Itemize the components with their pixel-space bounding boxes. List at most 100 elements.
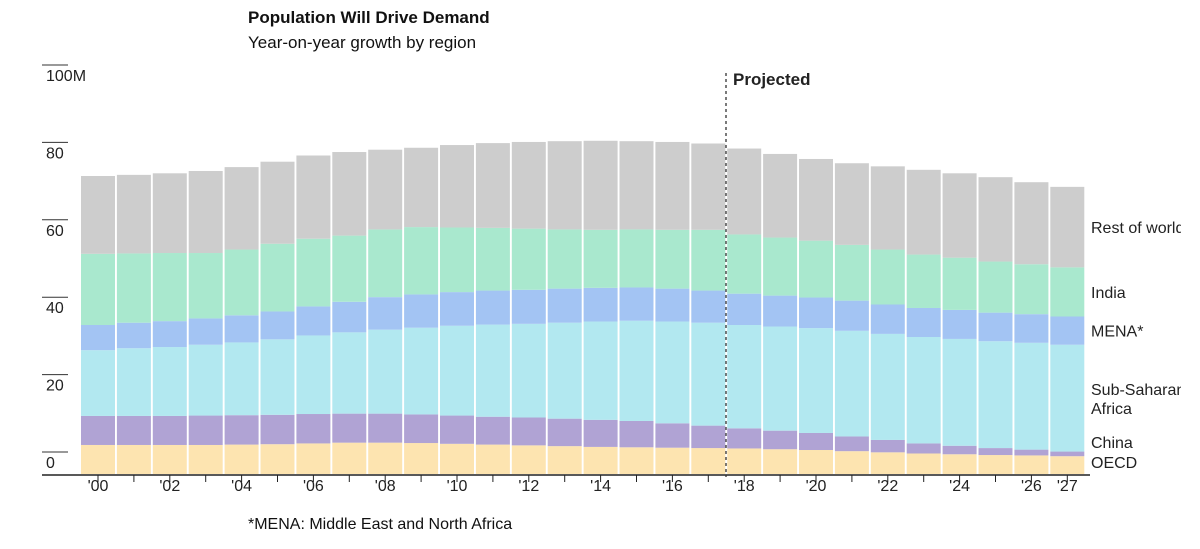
x-tick-label: '20 <box>806 478 827 495</box>
bar-segment <box>260 414 295 445</box>
y-tick-label: 80 <box>46 145 64 162</box>
projected-label: Projected <box>733 70 810 89</box>
bar-segment <box>1050 451 1085 457</box>
bar-segment <box>1014 342 1049 450</box>
y-tick-label: 0 <box>46 455 55 472</box>
bar-segment <box>978 455 1013 474</box>
bar-segment <box>475 324 510 417</box>
bar-segment <box>583 446 618 474</box>
bar-segment <box>547 322 582 419</box>
bar-segment <box>978 177 1013 262</box>
bar-segment <box>727 148 762 235</box>
x-tick-label: '06 <box>303 478 324 495</box>
bar-segment <box>224 167 259 250</box>
bar-segment <box>152 415 187 445</box>
bar-segment <box>906 453 941 474</box>
bar-segment <box>870 304 905 334</box>
bar-segment <box>440 292 474 326</box>
bar-segment <box>619 141 654 230</box>
bar-segment <box>583 287 618 322</box>
bar-segment <box>978 312 1013 342</box>
footnote: *MENA: Middle East and North Africa <box>248 516 513 533</box>
bar-segment <box>224 342 259 416</box>
bar-segment <box>799 158 833 241</box>
y-tick-label: 100M <box>46 68 86 85</box>
bar-segment <box>332 442 367 474</box>
bar-segment <box>332 301 367 333</box>
bar-segment <box>332 332 367 414</box>
bar-segment <box>296 443 331 474</box>
bar-segment <box>404 327 439 415</box>
bar-segment <box>1014 182 1049 265</box>
bar-segment <box>188 344 223 416</box>
bar-segment <box>475 290 510 325</box>
legend-label: China <box>1091 435 1133 452</box>
bar-segment <box>906 307 941 338</box>
bar-segment <box>260 311 295 340</box>
bar-segment <box>691 143 726 230</box>
bar-segment <box>727 293 762 326</box>
bar-segment <box>368 442 403 474</box>
bar-segment <box>152 321 187 348</box>
bar-segment <box>475 416 510 445</box>
bar-segment <box>81 444 115 474</box>
bar-segment <box>332 152 367 236</box>
x-tick-label: '16 <box>662 478 683 495</box>
bar-segment <box>1014 449 1049 456</box>
bar-segment <box>116 174 151 254</box>
legend-label: India <box>1091 285 1126 302</box>
bar-segment <box>511 289 546 324</box>
bar-segment <box>1050 267 1085 317</box>
bar-segment <box>763 153 798 238</box>
bar-segment <box>655 321 690 424</box>
bar-segment <box>296 335 331 415</box>
bar-segment <box>404 294 439 328</box>
bar-segment <box>547 141 582 230</box>
x-tick-label: '18 <box>734 478 755 495</box>
bar-segment <box>224 444 259 474</box>
y-tick-label: 40 <box>46 300 64 317</box>
x-tick-label: '10 <box>447 478 468 495</box>
bar-segment <box>942 309 977 339</box>
bar-segment <box>404 227 439 295</box>
bar-segment <box>799 432 833 451</box>
x-tick-label: '02 <box>159 478 180 495</box>
bar-segment <box>763 295 798 327</box>
bar-segment <box>116 322 151 349</box>
bar-segment <box>619 320 654 421</box>
bar-segment <box>870 452 905 474</box>
x-tick-label: '00 <box>88 478 109 495</box>
bar-segment <box>870 439 905 453</box>
bar-segment <box>224 315 259 343</box>
bar-segment <box>834 244 869 301</box>
bar-segment <box>619 287 654 321</box>
bar-segment <box>834 451 869 474</box>
bar-segment <box>188 170 223 254</box>
bar-segment <box>906 254 941 308</box>
bar-segment <box>475 227 510 291</box>
bar-segment <box>978 261 1013 313</box>
bar-segment <box>368 329 403 414</box>
bar-segment <box>1050 344 1085 452</box>
bar-segment <box>511 141 546 229</box>
bar-segment <box>152 444 187 474</box>
legend-label: Sub-Saharan Africa <box>1091 382 1185 418</box>
bar-segment <box>906 337 941 444</box>
legend-label: MENA* <box>1091 324 1143 341</box>
bars-group <box>81 140 1085 474</box>
bar-segment <box>619 229 654 288</box>
bar-segment <box>978 341 1013 449</box>
bar-segment <box>727 234 762 294</box>
chart-subtitle: Year-on-year growth by region <box>248 33 477 52</box>
x-tick-label: '27 <box>1057 478 1078 495</box>
bar-segment <box>583 229 618 288</box>
bar-segment <box>296 155 331 239</box>
bar-segment <box>511 445 546 474</box>
bar-segment <box>368 149 403 230</box>
bar-segment <box>655 229 690 289</box>
bar-segment <box>799 328 833 433</box>
bar-segment <box>583 140 618 230</box>
bar-segment <box>116 415 151 445</box>
bar-segment <box>152 347 187 416</box>
bar-segment <box>942 173 977 258</box>
